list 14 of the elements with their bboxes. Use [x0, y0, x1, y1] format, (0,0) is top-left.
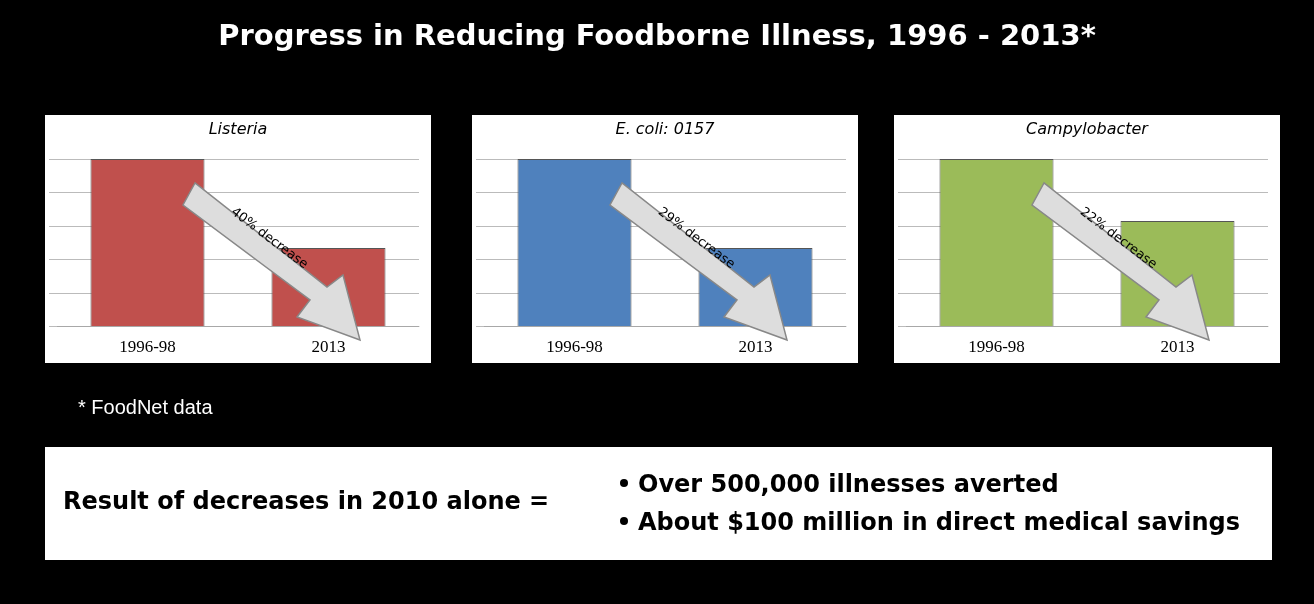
- text: Progress in Reducing Foodborne Illness, 1996 - 2013*: [217, 18, 1097, 52]
- chart-title: Campylobacter: [1025, 119, 1150, 138]
- x-tick-label: 1996-98: [968, 337, 1025, 357]
- chart-title: E. coli: 0157: [614, 119, 716, 138]
- x-tick-label: 2013: [311, 337, 346, 357]
- text: * FoodNet data: [78, 396, 213, 419]
- chart-title: Listeria: [207, 119, 269, 138]
- x-tick-label: 1996-98: [546, 337, 603, 357]
- text: Over 500,000 illnesses averted: [638, 470, 1059, 498]
- text: Result of decreases in 2010 alone =: [63, 487, 550, 515]
- x-tick-label: 2013: [1160, 337, 1195, 357]
- x-tick-label: 1996-98: [119, 337, 176, 357]
- text: About $100 million in direct medical savings: [638, 508, 1240, 536]
- x-tick-label: 2013: [738, 337, 773, 357]
